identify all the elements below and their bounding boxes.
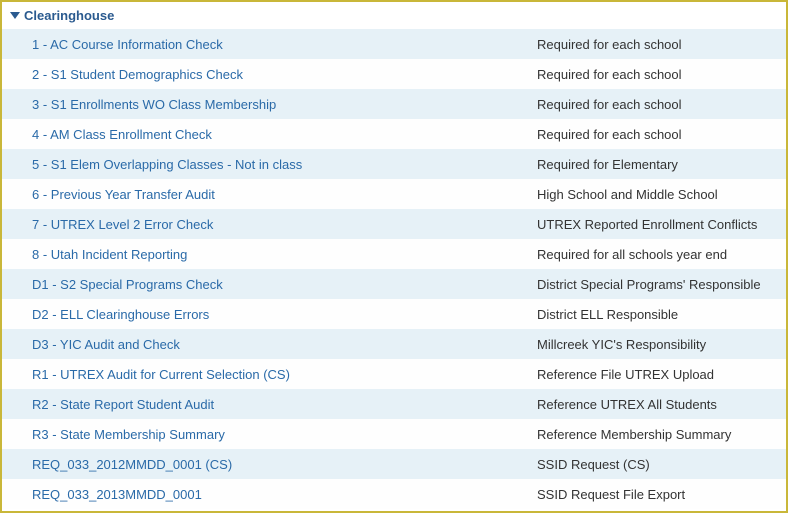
report-description: Required for each school [537, 67, 786, 82]
report-link[interactable]: 7 - UTREX Level 2 Error Check [32, 217, 537, 232]
report-link[interactable]: 1 - AC Course Information Check [32, 37, 537, 52]
clearinghouse-panel: Clearinghouse 1 - AC Course Information … [0, 0, 788, 513]
list-item: R1 - UTREX Audit for Current Selection (… [2, 359, 786, 389]
report-description: Required for each school [537, 97, 786, 112]
report-description: Required for each school [537, 127, 786, 142]
report-description: Required for each school [537, 37, 786, 52]
list-item: 6 - Previous Year Transfer AuditHigh Sch… [2, 179, 786, 209]
list-item: REQ_033_2013MMDD_0001SSID Request File E… [2, 479, 786, 509]
report-description: SSID Request File Export [537, 487, 786, 502]
report-link[interactable]: 2 - S1 Student Demographics Check [32, 67, 537, 82]
list-item: D3 - YIC Audit and CheckMillcreek YIC's … [2, 329, 786, 359]
list-item: REQ_033_2012MMDD_0001 (CS)SSID Request (… [2, 449, 786, 479]
report-link[interactable]: R1 - UTREX Audit for Current Selection (… [32, 367, 537, 382]
report-link[interactable]: R3 - State Membership Summary [32, 427, 537, 442]
collapse-triangle-icon [10, 12, 20, 19]
list-item: D1 - S2 Special Programs CheckDistrict S… [2, 269, 786, 299]
list-item: 3 - S1 Enrollments WO Class MembershipRe… [2, 89, 786, 119]
list-item: R2 - State Report Student AuditReference… [2, 389, 786, 419]
report-link[interactable]: REQ_033_2013MMDD_0001 [32, 487, 537, 502]
list-item: 8 - Utah Incident ReportingRequired for … [2, 239, 786, 269]
report-link[interactable]: D3 - YIC Audit and Check [32, 337, 537, 352]
report-description: UTREX Reported Enrollment Conflicts [537, 217, 786, 232]
report-description: SSID Request (CS) [537, 457, 786, 472]
list-item: R3 - State Membership SummaryReference M… [2, 419, 786, 449]
rows-container: 1 - AC Course Information CheckRequired … [2, 29, 786, 509]
report-link[interactable]: D2 - ELL Clearinghouse Errors [32, 307, 537, 322]
report-link[interactable]: 4 - AM Class Enrollment Check [32, 127, 537, 142]
list-item: 4 - AM Class Enrollment CheckRequired fo… [2, 119, 786, 149]
section-header[interactable]: Clearinghouse [2, 2, 786, 29]
report-link[interactable]: REQ_033_2012MMDD_0001 (CS) [32, 457, 537, 472]
list-item: 1 - AC Course Information CheckRequired … [2, 29, 786, 59]
report-description: Required for Elementary [537, 157, 786, 172]
list-item: 7 - UTREX Level 2 Error CheckUTREX Repor… [2, 209, 786, 239]
list-item: 5 - S1 Elem Overlapping Classes - Not in… [2, 149, 786, 179]
list-item: 2 - S1 Student Demographics CheckRequire… [2, 59, 786, 89]
report-link[interactable]: 6 - Previous Year Transfer Audit [32, 187, 537, 202]
report-link[interactable]: R2 - State Report Student Audit [32, 397, 537, 412]
report-description: High School and Middle School [537, 187, 786, 202]
report-description: Reference Membership Summary [537, 427, 786, 442]
report-description: Required for all schools year end [537, 247, 786, 262]
report-description: Reference UTREX All Students [537, 397, 786, 412]
report-link[interactable]: 8 - Utah Incident Reporting [32, 247, 537, 262]
report-link[interactable]: 5 - S1 Elem Overlapping Classes - Not in… [32, 157, 537, 172]
report-description: District ELL Responsible [537, 307, 786, 322]
report-link[interactable]: 3 - S1 Enrollments WO Class Membership [32, 97, 537, 112]
report-link[interactable]: D1 - S2 Special Programs Check [32, 277, 537, 292]
report-description: District Special Programs' Responsible [537, 277, 786, 292]
list-item: D2 - ELL Clearinghouse ErrorsDistrict EL… [2, 299, 786, 329]
section-title: Clearinghouse [24, 8, 114, 23]
report-description: Reference File UTREX Upload [537, 367, 786, 382]
report-description: Millcreek YIC's Responsibility [537, 337, 786, 352]
